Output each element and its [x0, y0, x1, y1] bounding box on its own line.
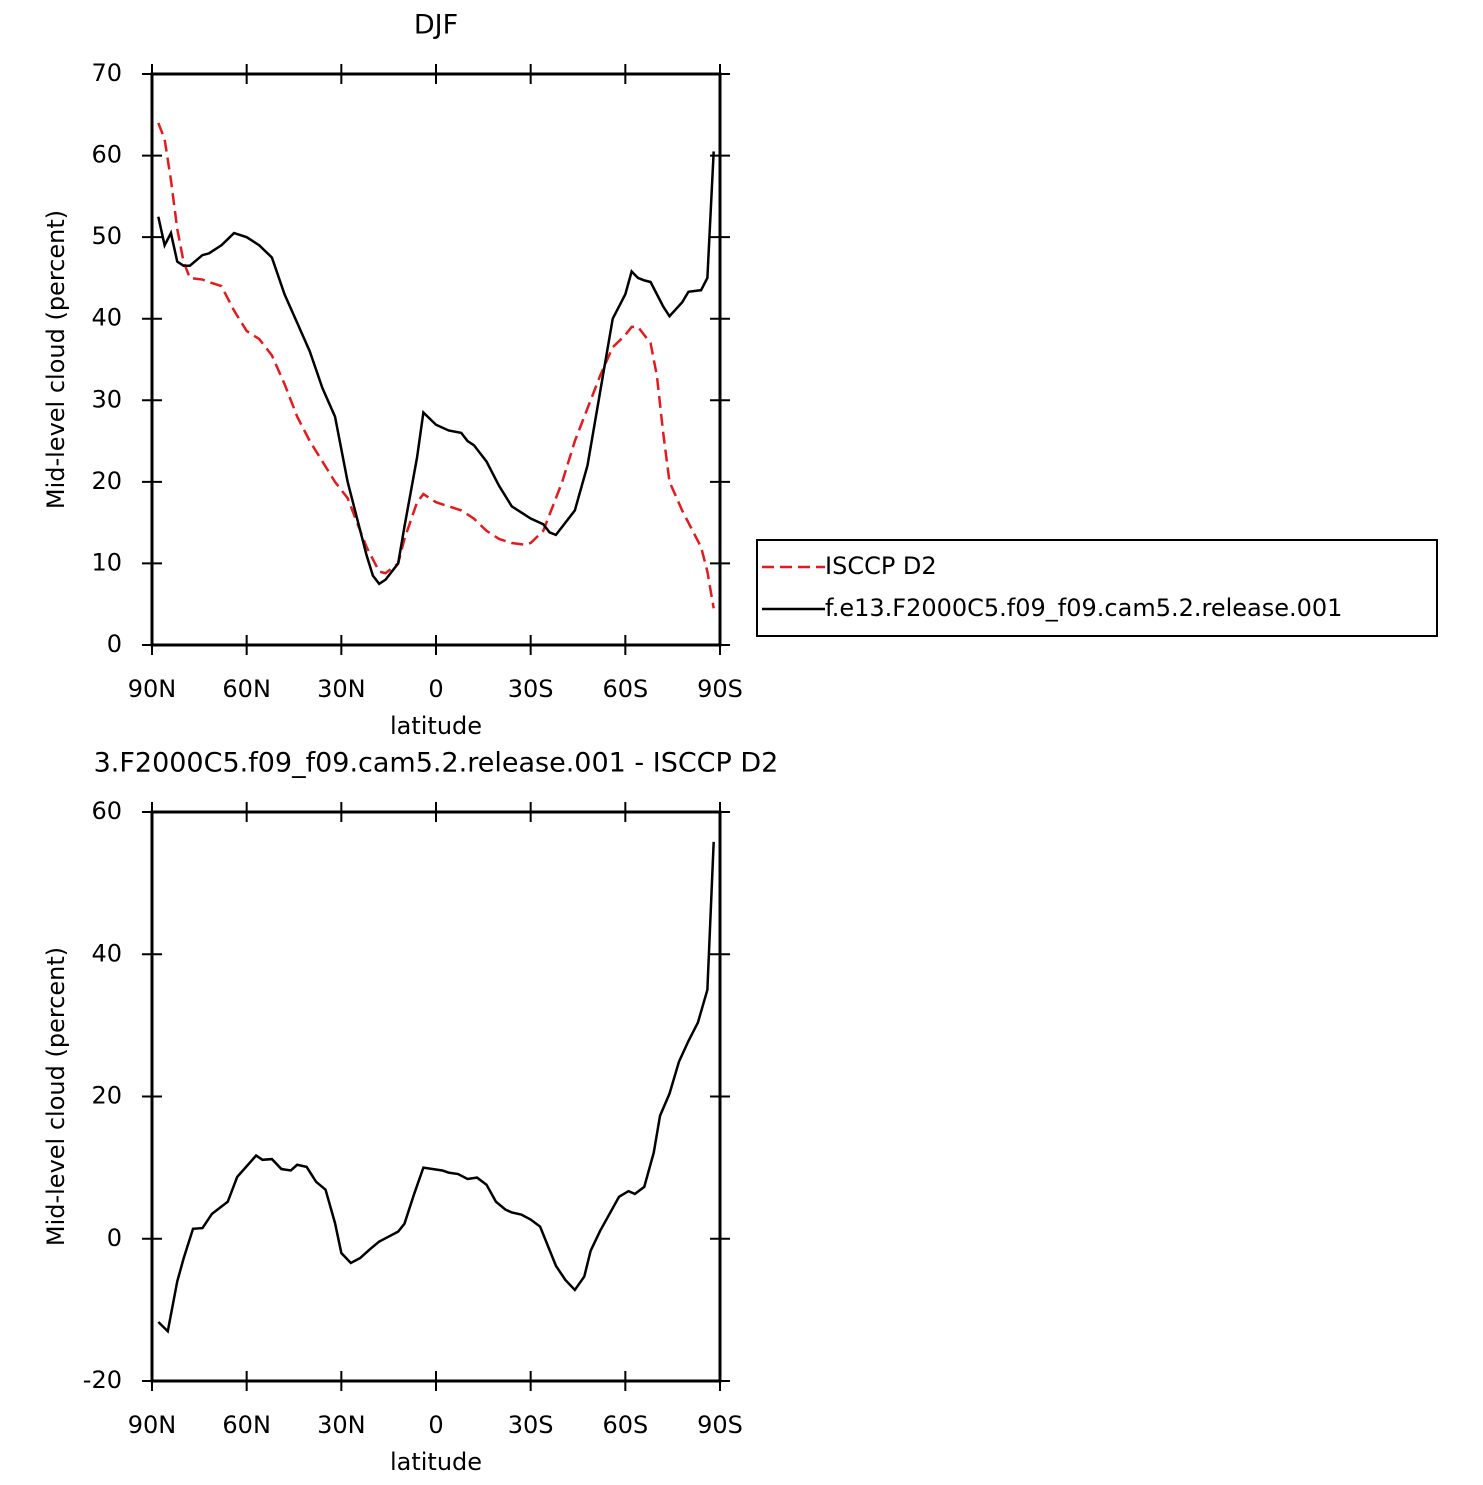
y-axis-label: Mid-level cloud (percent)	[42, 210, 70, 509]
y-tick-label: 20	[91, 467, 122, 495]
y-tick-label: 20	[91, 1082, 122, 1110]
x-tick-label: 90S	[697, 1411, 743, 1439]
chart-title: DJF	[414, 10, 458, 41]
legend-label: ISCCP D2	[825, 552, 937, 580]
x-tick-label: 30S	[508, 675, 554, 703]
plot-frame	[150, 810, 722, 1383]
x-tick-label: 90N	[128, 675, 177, 703]
y-tick-label: 60	[91, 141, 122, 169]
y-tick-label: 40	[91, 304, 122, 332]
x-tick-label: 90N	[128, 1411, 177, 1439]
x-tick-label: 60N	[222, 675, 271, 703]
y-tick-label: 50	[91, 222, 122, 250]
x-axis-label: latitude	[390, 712, 482, 740]
data-line	[157, 841, 715, 1334]
x-tick-label: 60S	[602, 675, 648, 703]
legend-box	[756, 539, 1438, 637]
x-axis-label: latitude	[390, 1448, 482, 1476]
data-line	[157, 122, 715, 609]
x-tick-label: 0	[428, 1411, 443, 1439]
y-tick-label: 70	[91, 59, 122, 87]
y-tick-label: 0	[107, 630, 122, 658]
plot-frame	[150, 72, 722, 647]
data-line	[157, 151, 715, 586]
x-tick-label: 90S	[697, 675, 743, 703]
y-tick-label: 60	[91, 797, 122, 825]
legend-label: f.e13.F2000C5.f09_f09.cam5.2.release.001	[825, 594, 1342, 622]
y-tick-label: -20	[83, 1366, 122, 1394]
x-tick-label: 30N	[317, 1411, 366, 1439]
y-axis-label: Mid-level cloud (percent)	[42, 947, 70, 1246]
y-tick-label: 0	[107, 1224, 122, 1252]
y-tick-label: 10	[91, 548, 122, 576]
x-tick-label: 30N	[317, 675, 366, 703]
y-tick-label: 40	[91, 939, 122, 967]
y-tick-label: 30	[91, 385, 122, 413]
x-tick-label: 0	[428, 675, 443, 703]
x-tick-label: 60N	[222, 1411, 271, 1439]
chart-title: 3.F2000C5.f09_f09.cam5.2.release.001 - I…	[94, 748, 779, 779]
x-tick-label: 60S	[602, 1411, 648, 1439]
x-tick-label: 30S	[508, 1411, 554, 1439]
